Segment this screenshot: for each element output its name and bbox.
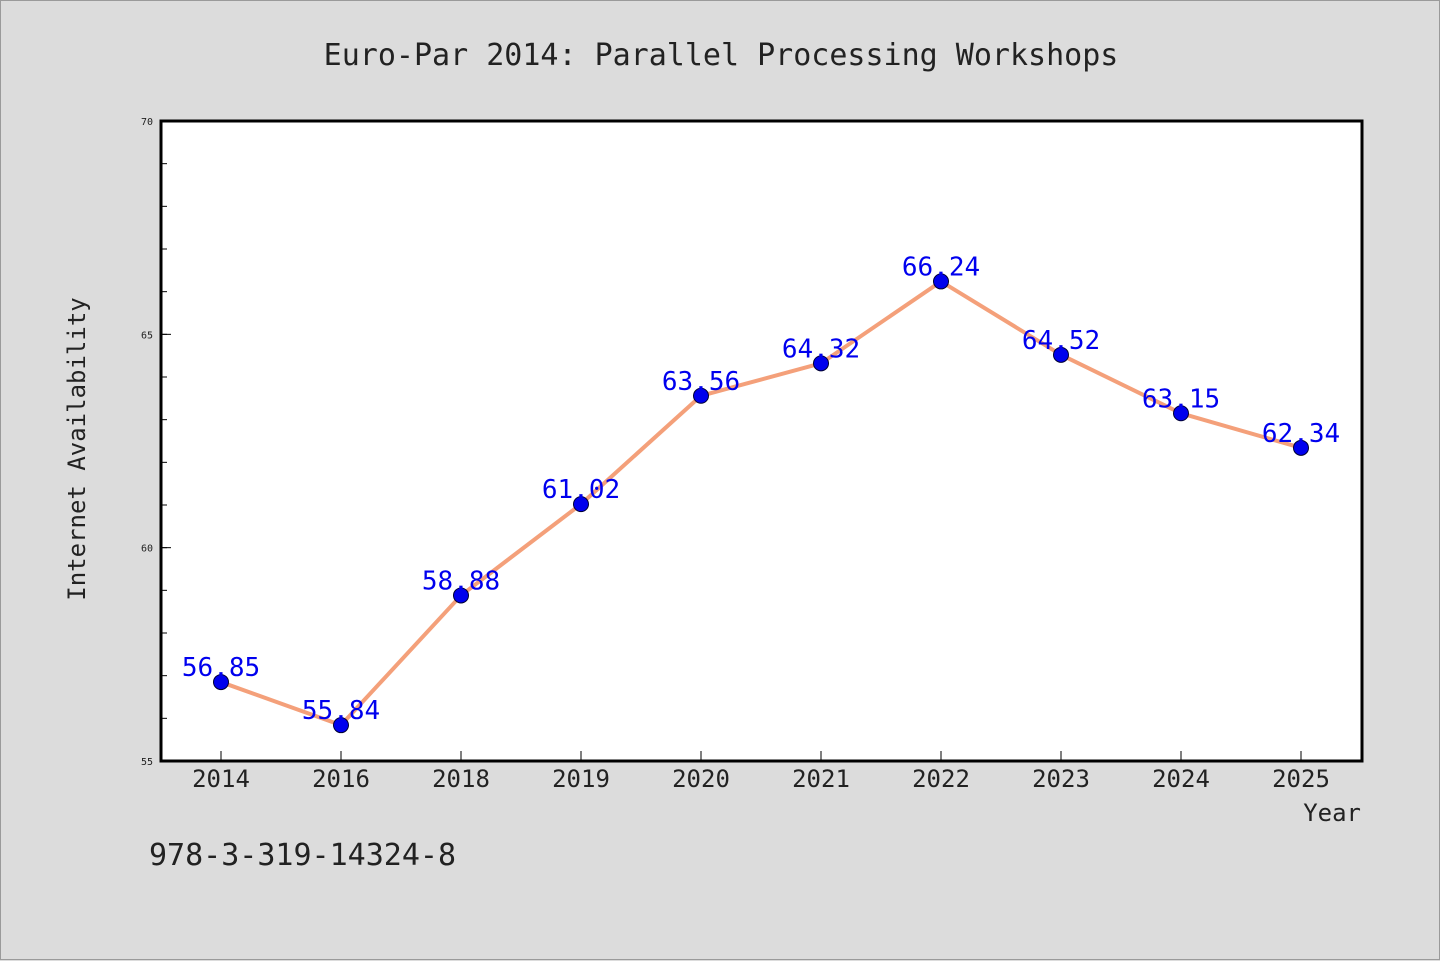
x-tick-label: 2024 — [1152, 765, 1210, 793]
y-axis-title: Internet Availability — [63, 297, 91, 600]
x-tick-label: 2018 — [432, 765, 490, 793]
data-point — [1053, 346, 1069, 363]
data-point — [213, 674, 229, 691]
series-line — [219, 279, 1303, 728]
y-tick-label: 60 — [141, 544, 153, 555]
x-tick-label: 2021 — [792, 765, 850, 793]
x-axis-title: Year — [1303, 799, 1361, 827]
data-label: 61.02 — [542, 475, 620, 505]
series-layer: 56.85 55.84 58.88 61.02 63.56 64.32 66.24 64.52… — [182, 252, 1340, 734]
x-tick-label: 2020 — [672, 765, 730, 793]
data-point — [813, 355, 829, 372]
y-tick-label: 55 — [141, 757, 153, 768]
plot-area — [159, 119, 1364, 763]
data-point — [573, 496, 589, 513]
data-label: 64.32 — [782, 334, 860, 364]
data-point — [453, 587, 469, 604]
y-tick-label: 65 — [141, 330, 153, 341]
data-label: 66.24 — [902, 252, 980, 282]
y-axis: 55 60 65 70 — [141, 117, 171, 768]
data-point — [1173, 405, 1189, 422]
data-label: 56.85 — [182, 653, 260, 683]
data-point — [933, 273, 949, 290]
x-tick-label: 2022 — [912, 765, 970, 793]
data-point — [333, 717, 349, 734]
data-label: 55.84 — [302, 696, 380, 726]
data-label: 63.15 — [1142, 384, 1220, 414]
x-tick-label: 2023 — [1032, 765, 1090, 793]
data-point — [1293, 439, 1309, 456]
isbn-footer: 978-3-319-14324-8 — [149, 838, 456, 873]
x-tick-label: 2025 — [1272, 765, 1330, 793]
data-point — [693, 387, 709, 404]
chart-title: Euro-Par 2014: Parallel Processing Works… — [324, 38, 1119, 73]
x-tick-label: 2019 — [552, 765, 610, 793]
y-tick-label: 70 — [141, 117, 153, 128]
data-label: 62.34 — [1262, 419, 1340, 449]
x-tick-label: 2016 — [312, 765, 370, 793]
data-label: 64.52 — [1022, 326, 1100, 356]
x-axis: 2014 2016 2018 2019 2020 2021 2022 2023 2024 2025 — [192, 751, 1330, 793]
data-label: 58.88 — [422, 566, 500, 596]
x-tick-label: 2014 — [192, 765, 250, 793]
data-label: 63.56 — [662, 367, 740, 397]
